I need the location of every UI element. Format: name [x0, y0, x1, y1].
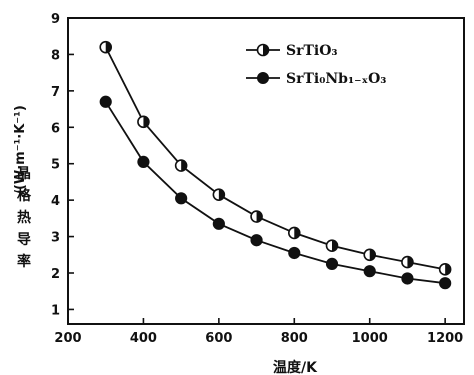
data-point	[174, 159, 188, 172]
y-tick-label: 4	[51, 194, 60, 209]
series-line	[104, 101, 446, 285]
data-point	[325, 257, 339, 270]
legend-label: SrTiO₃	[286, 43, 338, 59]
y-axis-label-char: 格	[17, 187, 32, 204]
y-tick-label: 2	[51, 267, 60, 282]
x-axis: 200 400 600 800 1000 1200	[54, 318, 463, 346]
y-tick-label: 9	[51, 12, 60, 27]
legend-item: SrTiO₃	[246, 43, 338, 59]
x-tick-label: 400	[130, 331, 157, 346]
plot-area	[67, 17, 465, 325]
y-tick-label: 7	[51, 85, 60, 100]
data-point	[137, 155, 150, 168]
series-points	[99, 40, 452, 290]
data-point	[438, 263, 452, 276]
data-point	[99, 95, 112, 108]
y-axis-label-char: 率	[17, 253, 31, 270]
data-point	[325, 239, 339, 252]
y-tick-label: 3	[51, 231, 60, 246]
y-tick-label: 1	[51, 303, 60, 318]
x-tick-label: 1200	[427, 331, 463, 346]
x-tick-label: 800	[281, 331, 308, 346]
y-axis: 1 2 3 4 5 6 7 8 9	[51, 12, 74, 318]
x-axis-label: 温度/K	[273, 359, 318, 375]
legend-label: SrTi₀Nb₁₋ₓO₃	[286, 71, 386, 87]
x-tick-label: 600	[205, 331, 232, 346]
data-point	[363, 265, 376, 278]
data-point	[439, 277, 452, 290]
y-axis-label-char: 晶	[17, 166, 31, 182]
data-point	[401, 272, 414, 285]
y-tick-label: 5	[51, 158, 60, 173]
data-point	[250, 234, 263, 247]
series-line	[104, 46, 446, 271]
y-tick-label: 8	[51, 48, 60, 63]
data-point	[363, 248, 377, 262]
series-lines	[104, 46, 446, 285]
data-point	[288, 246, 301, 260]
data-point	[250, 210, 263, 223]
legend: SrTiO₃ SrTi₀Nb₁₋ₓO₃	[246, 43, 386, 87]
data-point	[287, 226, 301, 240]
data-point	[99, 40, 113, 54]
y-axis-label-char: 导	[17, 232, 31, 248]
y-tick-label: 6	[51, 121, 60, 136]
x-tick-label: 1000	[352, 331, 388, 346]
data-point	[175, 192, 188, 205]
y-axis-label-char: 热	[17, 209, 31, 226]
x-tick-label: 200	[54, 331, 81, 346]
data-point	[212, 188, 226, 201]
data-point	[137, 115, 150, 129]
legend-item: SrTi₀Nb₁₋ₓO₃	[246, 71, 386, 87]
data-point	[212, 217, 225, 230]
data-point	[401, 255, 414, 269]
y-axis-unit: /(W·m⁻¹·K⁻¹)	[13, 105, 28, 195]
